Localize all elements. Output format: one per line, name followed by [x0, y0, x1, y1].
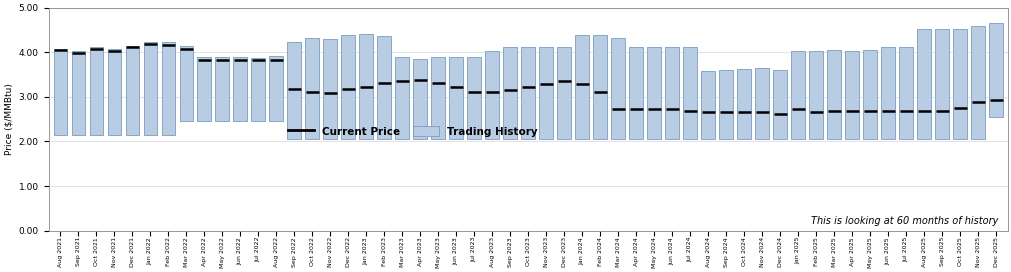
Bar — [791, 51, 804, 139]
Bar — [162, 42, 175, 135]
Bar — [575, 35, 588, 139]
Bar — [54, 49, 67, 135]
Bar — [107, 49, 121, 135]
Bar — [324, 39, 337, 139]
Bar — [844, 51, 858, 139]
Bar — [881, 47, 894, 139]
Bar — [287, 42, 300, 139]
Bar — [341, 35, 355, 139]
Bar — [647, 47, 660, 139]
Bar — [665, 47, 678, 139]
Bar — [377, 36, 390, 139]
Bar — [989, 23, 1002, 117]
Bar — [557, 47, 570, 139]
Bar — [737, 69, 750, 139]
Bar — [971, 26, 984, 139]
Bar — [682, 47, 697, 139]
Bar — [862, 50, 877, 139]
Bar — [179, 46, 193, 121]
Bar — [197, 57, 210, 121]
Bar — [431, 57, 445, 139]
Bar — [89, 47, 103, 135]
Bar — [934, 29, 948, 139]
Bar — [467, 57, 480, 139]
Bar — [827, 50, 840, 139]
Bar — [485, 51, 498, 139]
Bar — [72, 51, 85, 135]
Bar — [125, 46, 139, 135]
Bar — [305, 38, 318, 139]
Bar — [252, 58, 265, 121]
Bar — [899, 47, 912, 139]
Bar — [502, 47, 517, 139]
Bar — [359, 33, 373, 139]
Text: This is looking at 60 months of history: This is looking at 60 months of history — [810, 216, 997, 226]
Bar — [629, 47, 642, 139]
Bar — [539, 47, 552, 139]
Bar — [269, 56, 283, 121]
Bar — [395, 57, 408, 139]
Bar — [592, 35, 607, 139]
Bar — [413, 58, 427, 139]
Bar — [234, 57, 247, 121]
Bar — [611, 38, 625, 139]
Bar — [809, 51, 822, 139]
Bar — [215, 57, 228, 121]
Bar — [917, 29, 930, 139]
Bar — [521, 47, 535, 139]
Bar — [754, 68, 768, 139]
Legend: Current Price, Trading History: Current Price, Trading History — [284, 122, 542, 141]
Bar — [449, 57, 462, 139]
Bar — [144, 42, 157, 135]
Bar — [719, 70, 732, 139]
Bar — [701, 71, 714, 139]
Bar — [772, 70, 787, 139]
Bar — [952, 29, 966, 139]
Y-axis label: Price ($/MMBtu): Price ($/MMBtu) — [4, 83, 13, 155]
